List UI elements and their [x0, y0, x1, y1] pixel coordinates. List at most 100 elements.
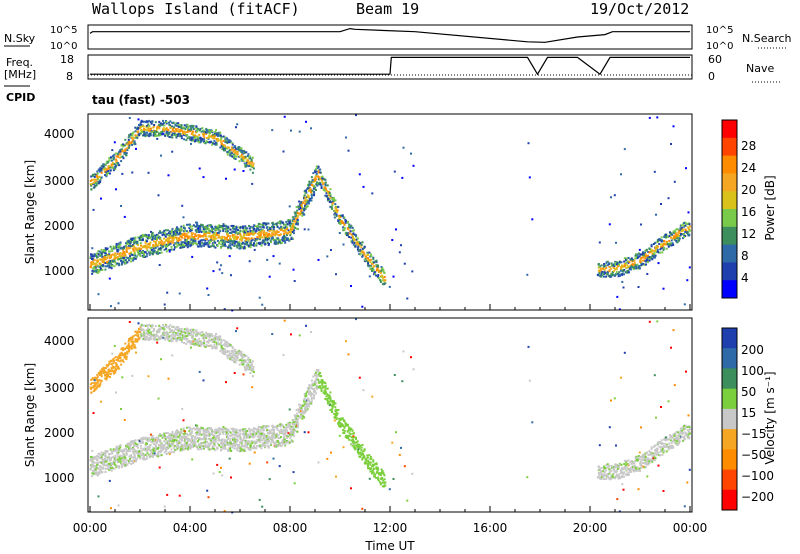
velocity-pixel	[106, 463, 109, 466]
power-pixel	[163, 244, 166, 247]
power-pixel	[138, 248, 141, 251]
power-pixel	[228, 239, 231, 242]
power-pixel	[199, 229, 202, 232]
velocity-pixel	[109, 372, 112, 375]
power-pixel	[142, 255, 145, 258]
power-pixel	[135, 256, 138, 259]
power-pixel-noise	[191, 255, 194, 258]
power-pixel	[262, 222, 265, 225]
power-pixel	[353, 239, 356, 242]
power-pixel	[135, 249, 138, 252]
power-pixel	[622, 265, 625, 268]
velocity-pixel	[113, 357, 116, 360]
power-pixel	[234, 230, 237, 233]
velocity-pixel	[144, 338, 147, 341]
power-pixel	[193, 236, 196, 238]
power-pixel	[192, 130, 194, 133]
power-pixel	[222, 241, 225, 244]
power-pixel	[177, 122, 180, 125]
velocity-pixel	[169, 435, 172, 438]
power-pixel	[315, 173, 318, 175]
power-pixel	[303, 207, 306, 210]
power-pixel	[211, 225, 214, 228]
power-pixel	[188, 130, 190, 133]
power-pixel	[221, 237, 224, 240]
velocity-pixel	[135, 445, 138, 447]
power-pixel	[209, 135, 212, 138]
power-pixel	[101, 268, 104, 271]
power-pixel	[342, 229, 345, 232]
power-pixel	[644, 251, 646, 254]
power-pixel-noise	[527, 142, 530, 145]
power-pixel	[661, 243, 664, 246]
power-pixel	[287, 232, 290, 235]
power-pixel	[625, 266, 628, 269]
velocity-pixel	[119, 444, 122, 447]
velocity-pixel	[208, 432, 211, 435]
power-pixel	[153, 240, 155, 243]
velocity-pixel	[175, 448, 178, 451]
power-pixel	[116, 258, 119, 261]
velocity-pixel	[150, 335, 153, 337]
power-pixel	[314, 176, 317, 179]
power-pixel-noise	[93, 175, 96, 178]
velocity-pixel	[214, 444, 217, 447]
velocity-pixel	[135, 338, 138, 341]
power-pixel-noise	[171, 150, 174, 153]
power-pixel	[218, 241, 221, 244]
power-pixel	[236, 229, 239, 231]
nsearch-label: N.Search	[742, 32, 792, 45]
power-pixel	[200, 224, 203, 227]
power-pixel	[270, 234, 273, 237]
velocity-pixel	[203, 434, 206, 437]
power-pixel	[186, 223, 188, 226]
power-pixel	[675, 228, 678, 231]
velocity-pixel	[119, 446, 122, 449]
power-pixel-noise	[526, 273, 529, 276]
power-pixel	[303, 209, 306, 212]
power-pixel	[123, 149, 126, 152]
power-pixel	[312, 172, 315, 175]
velocity-pixel	[149, 337, 152, 340]
power-cbar-segment-3	[722, 173, 737, 192]
power-pixel	[145, 236, 148, 239]
power-pixel	[677, 235, 680, 238]
power-pixel	[168, 136, 171, 138]
power-pixel	[120, 160, 123, 163]
power-pixel	[234, 158, 237, 160]
velocity-pixel	[188, 334, 190, 337]
power-pixel	[134, 246, 137, 249]
power-pixel	[137, 253, 140, 256]
velocity-pixel	[161, 327, 164, 330]
velocity-pixel	[215, 431, 218, 434]
power-pixel	[154, 135, 157, 138]
power-pixel	[123, 152, 126, 155]
power-pixel	[162, 127, 165, 129]
power-pixel	[160, 244, 163, 247]
power-pixel	[236, 237, 238, 240]
power-pixel-noise	[147, 171, 150, 174]
power-pixel	[246, 158, 249, 161]
power-pixel	[263, 231, 266, 234]
power-pixel	[266, 226, 269, 229]
velocity-pixel	[119, 352, 122, 355]
power-pixel	[380, 266, 383, 269]
velocity-pixel	[109, 370, 112, 372]
power-pixel	[91, 258, 93, 260]
power-pixel	[128, 240, 131, 243]
power-pixel	[187, 231, 190, 234]
power-pixel	[180, 228, 183, 231]
velocity-pixel	[182, 336, 184, 339]
power-pixel	[94, 185, 97, 188]
power-pixel	[614, 273, 617, 276]
power-pixel	[265, 232, 268, 234]
power-pixel	[98, 169, 100, 171]
velocity-pixel	[180, 431, 183, 434]
velocity-pixel	[128, 450, 131, 452]
velocity-pixel	[149, 331, 152, 334]
power-pixel	[276, 230, 278, 233]
power-pixel	[311, 179, 314, 182]
velocity-pixel	[102, 453, 105, 456]
power-pixel	[316, 167, 319, 170]
power-pixel	[277, 234, 280, 237]
